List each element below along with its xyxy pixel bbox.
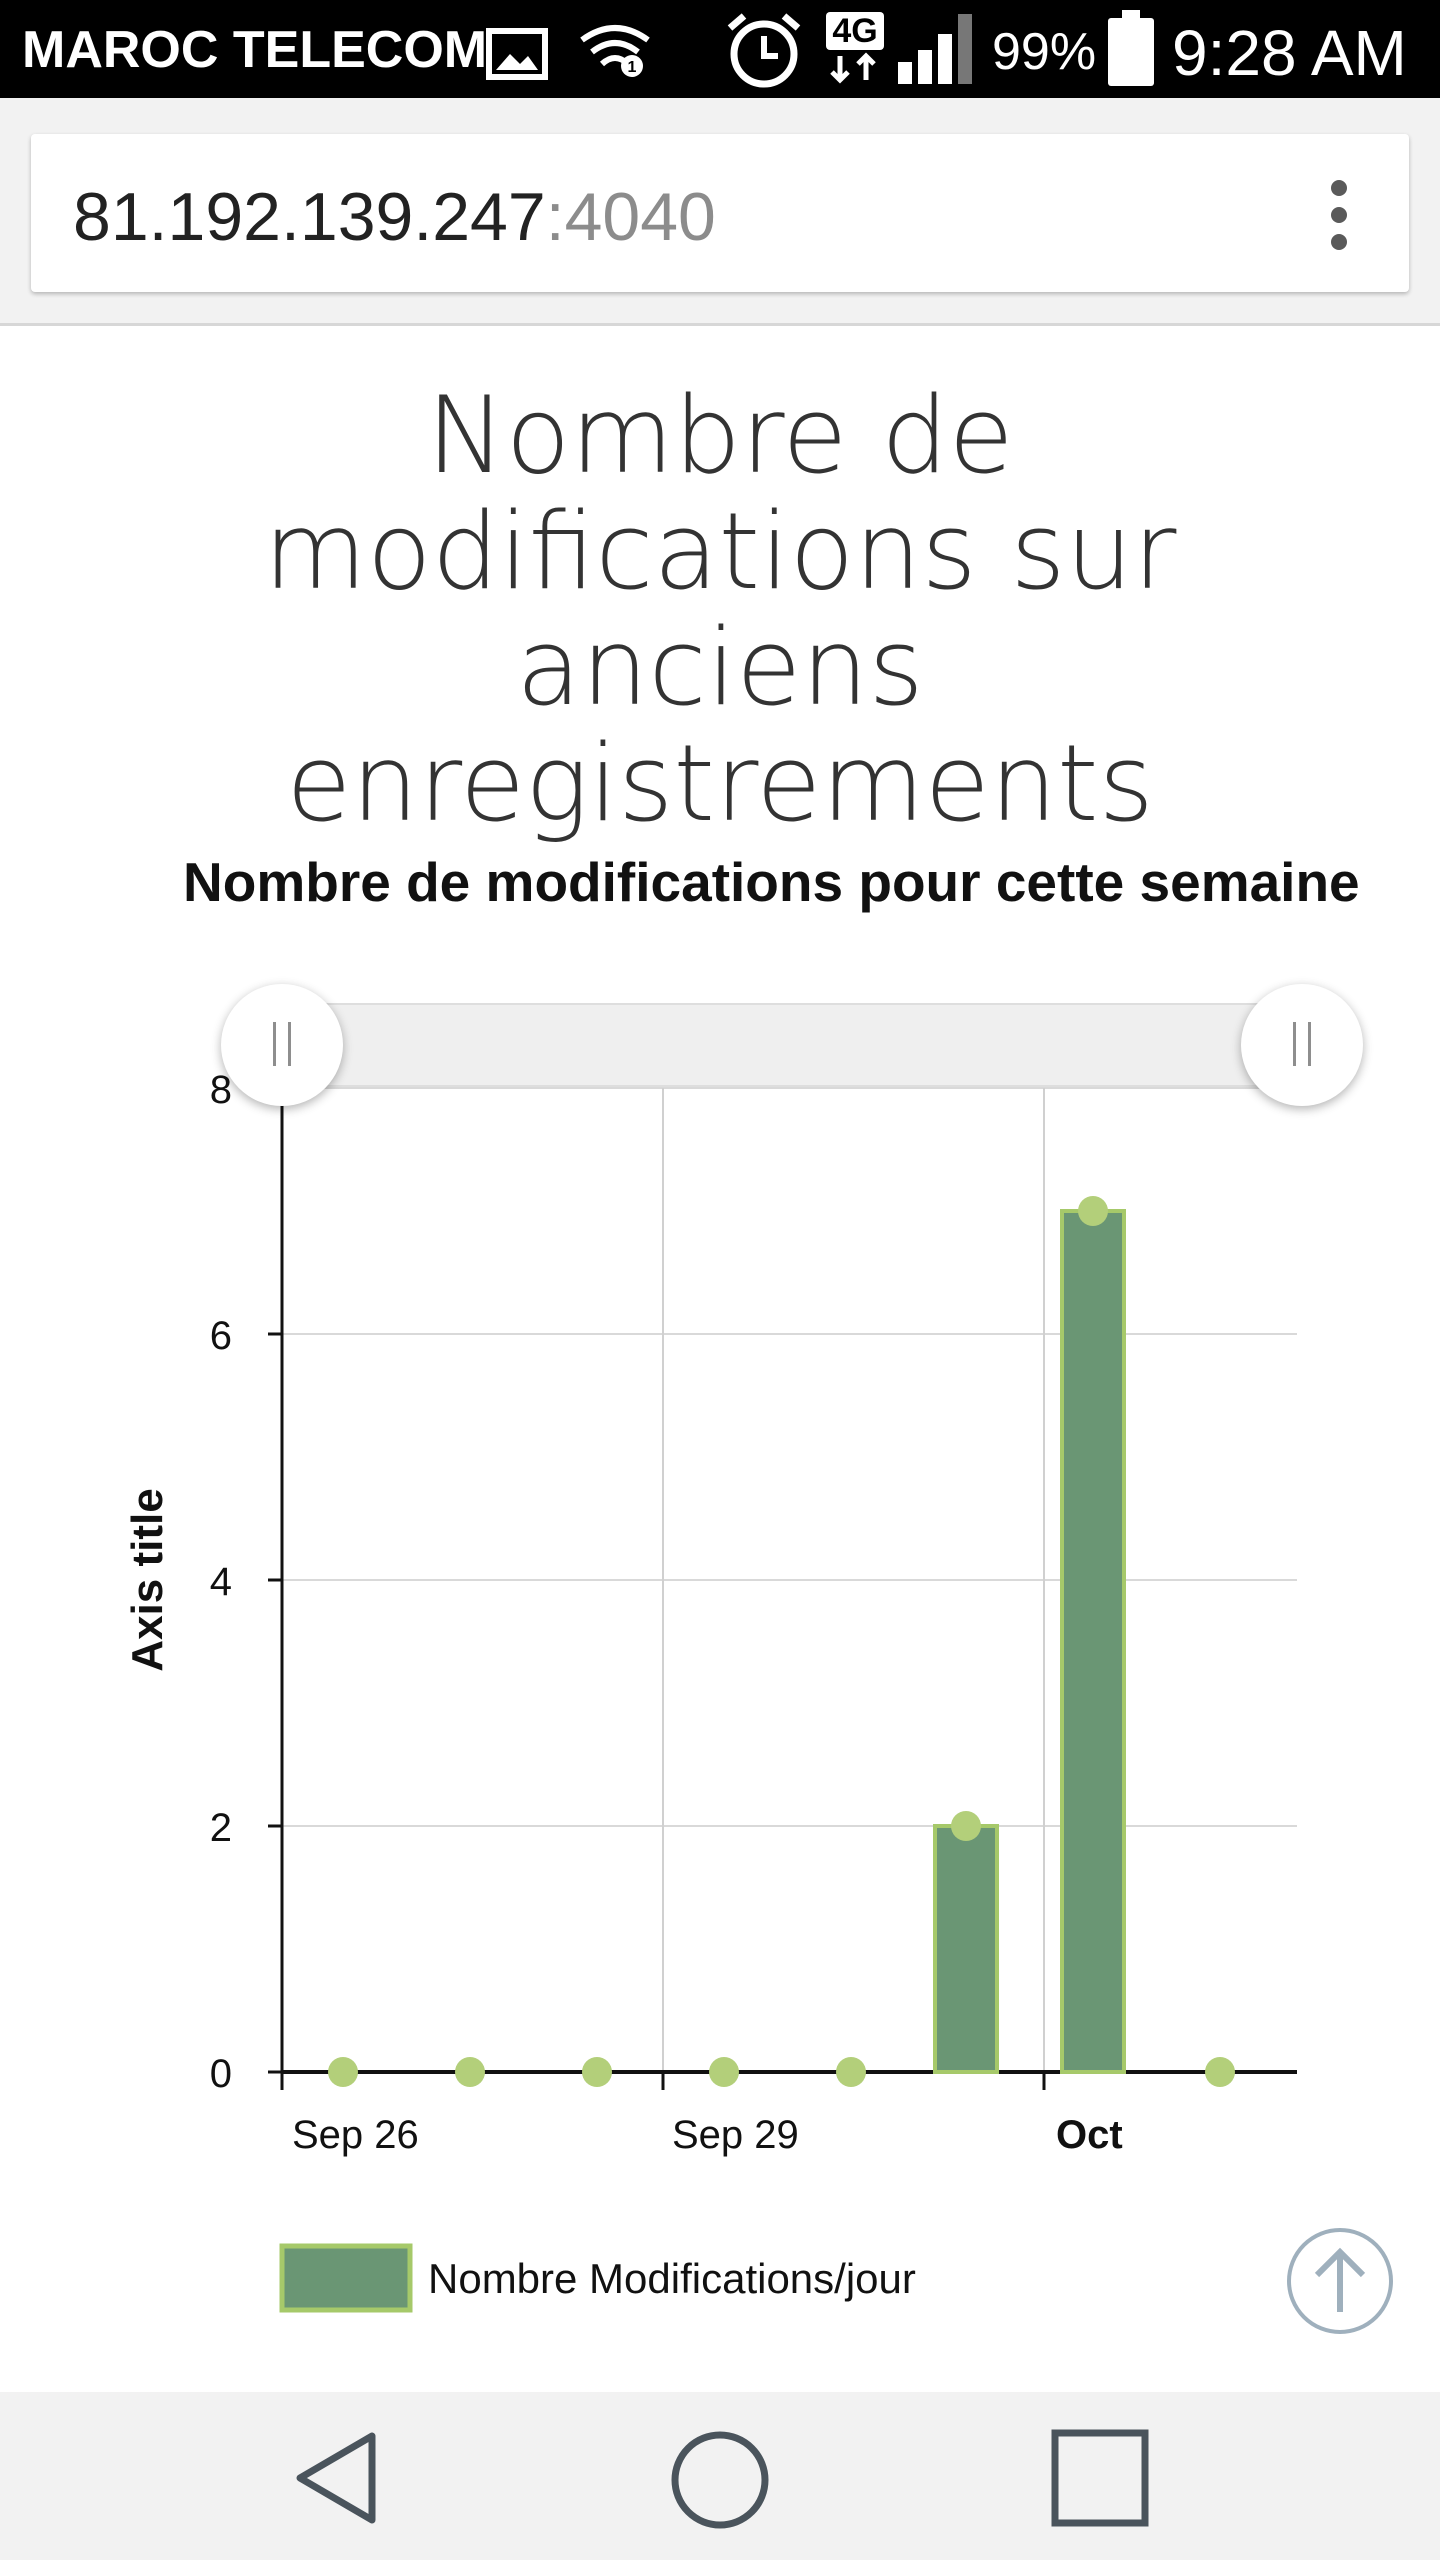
- carrier-name: MAROC TELECOM: [22, 21, 488, 79]
- page-title-line: Nombre de: [426, 374, 1014, 497]
- svg-text:1: 1: [628, 59, 637, 76]
- data-point[interactable]: [455, 2057, 485, 2087]
- page-title-line: modifications sur: [263, 490, 1177, 613]
- data-point[interactable]: [709, 2057, 739, 2087]
- network-4g-icon: 4G: [826, 12, 884, 86]
- page-title: Nombre de modifications sur anciens enre…: [80, 378, 1360, 842]
- navigator-handle-right[interactable]: [1241, 984, 1363, 1106]
- url-text[interactable]: 81.192.139.247:4040: [73, 178, 716, 256]
- y-tick-label: 0: [210, 2052, 232, 2096]
- more-vert-icon[interactable]: [1329, 180, 1349, 250]
- address-bar[interactable]: 81.192.139.247:4040: [31, 134, 1409, 292]
- bar[interactable]: [933, 1824, 999, 2074]
- browser-toolbar: 81.192.139.247:4040: [0, 98, 1440, 326]
- data-point[interactable]: [1078, 1196, 1108, 1226]
- y-tick-label: 2: [210, 1806, 232, 1850]
- bar-chart: 0 2 4 6 8 Sep 26 Sep 29 Oct Axis title Nombre …: [123, 1003, 1303, 2313]
- wifi-icon: 1: [580, 25, 650, 77]
- data-point[interactable]: [1205, 2057, 1235, 2087]
- navigator-handle-left[interactable]: [221, 984, 343, 1106]
- page-title-line: anciens enregistrements: [286, 606, 1154, 845]
- url-port: :4040: [545, 179, 716, 255]
- battery-icon: [1108, 10, 1154, 86]
- system-nav-bar: [0, 2392, 1440, 2560]
- image-icon: [486, 28, 548, 80]
- back-triangle-icon[interactable]: [292, 2428, 382, 2528]
- battery-percentage: 99%: [992, 23, 1097, 81]
- y-tick-label: 4: [210, 1560, 232, 1604]
- x-tick-label: Oct: [1056, 2113, 1123, 2157]
- chart-title: Nombre de modifications pour cette semai…: [183, 851, 1360, 913]
- url-host: 81.192.139.247: [73, 179, 546, 255]
- signal-icon: [898, 14, 972, 84]
- bar[interactable]: [1060, 1209, 1126, 2074]
- arrow-up-icon: [1314, 2247, 1366, 2312]
- clock: 9:28 AM: [1172, 17, 1407, 89]
- scroll-to-top-button[interactable]: [1287, 2228, 1393, 2334]
- x-tick-label: Sep 26: [292, 2113, 419, 2157]
- y-axis-title: Axis title: [123, 1488, 172, 1671]
- recents-square-icon[interactable]: [1050, 2428, 1150, 2528]
- data-point[interactable]: [951, 1811, 981, 1841]
- y-tick-label: 6: [210, 1314, 232, 1358]
- data-point[interactable]: [582, 2057, 612, 2087]
- data-point[interactable]: [328, 2057, 358, 2087]
- data-point[interactable]: [836, 2057, 866, 2087]
- y-tick-label: 8: [210, 1068, 232, 1112]
- legend-swatch[interactable]: [279, 2243, 413, 2313]
- alarm-icon: [727, 13, 801, 88]
- network-type-label: 4G: [826, 12, 884, 50]
- status-bar: MAROC TELECOM 1 4G 99% 9:28 AM: [0, 0, 1440, 98]
- x-tick-label: Sep 29: [672, 2113, 799, 2157]
- navigator-track[interactable]: [281, 1003, 1303, 1087]
- home-circle-icon[interactable]: [668, 2428, 772, 2532]
- legend-label[interactable]: Nombre Modifications/jour: [428, 2255, 916, 2302]
